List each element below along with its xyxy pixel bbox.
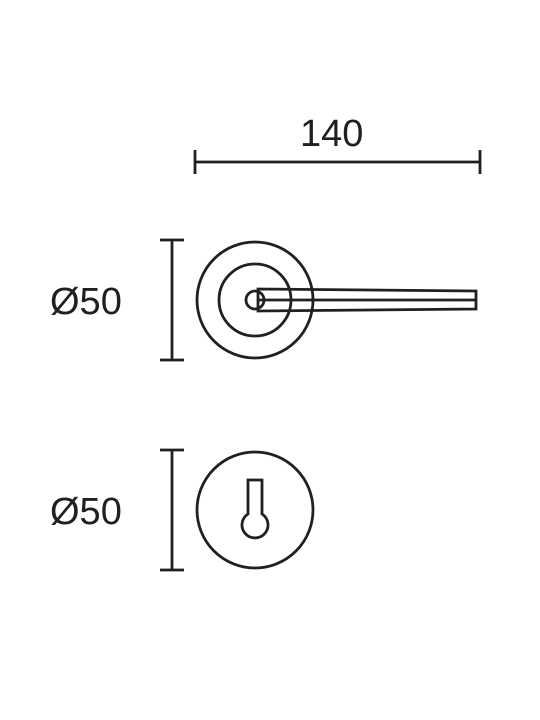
escutcheon-circle [197,452,313,568]
dimension-escutcheon-diameter: Ø50 [50,450,184,570]
dim-width-label: 140 [300,113,363,155]
door-handle-technical-drawing: 140 Ø50 Ø50 [0,0,540,720]
dim-rose-label: Ø50 [50,281,122,323]
dimension-width: 140 [195,113,480,174]
dim-esc-label: Ø50 [50,491,122,533]
keyhole-outline [242,480,268,538]
key-escutcheon [197,452,313,568]
dimension-rose-diameter: Ø50 [50,240,184,360]
